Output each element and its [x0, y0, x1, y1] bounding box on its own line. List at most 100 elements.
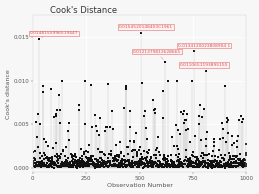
- Point: [125, 145, 129, 148]
- Point: [145, 137, 149, 140]
- Point: [54, 165, 59, 168]
- Point: [61, 164, 65, 167]
- Point: [217, 164, 221, 167]
- Point: [214, 163, 218, 166]
- Point: [97, 134, 101, 137]
- Point: [38, 156, 42, 159]
- Point: [185, 160, 190, 163]
- Point: [196, 157, 200, 160]
- Point: [170, 162, 174, 165]
- Point: [152, 161, 156, 164]
- Point: [105, 161, 110, 164]
- Point: [56, 165, 60, 168]
- Point: [48, 164, 53, 167]
- Point: [156, 135, 160, 138]
- Point: [116, 158, 120, 161]
- Point: [221, 136, 225, 139]
- Point: [94, 165, 98, 168]
- Point: [158, 160, 162, 163]
- Point: [77, 109, 81, 112]
- Point: [97, 165, 101, 168]
- Point: [171, 162, 175, 165]
- Point: [85, 160, 89, 163]
- Point: [200, 160, 204, 163]
- Point: [218, 160, 222, 163]
- Point: [105, 125, 109, 128]
- Point: [169, 163, 174, 166]
- Point: [136, 164, 141, 167]
- Point: [95, 165, 99, 169]
- Point: [89, 162, 93, 165]
- Point: [129, 161, 133, 164]
- Point: [198, 161, 202, 164]
- Point: [139, 157, 143, 160]
- Point: [224, 141, 228, 144]
- Point: [109, 163, 113, 166]
- Point: [150, 159, 154, 162]
- Point: [39, 165, 43, 168]
- Point: [244, 151, 248, 154]
- Point: [167, 165, 171, 168]
- Point: [163, 159, 167, 162]
- Point: [33, 158, 37, 161]
- Point: [217, 163, 221, 166]
- Point: [58, 156, 62, 159]
- Point: [168, 163, 172, 166]
- Point: [192, 165, 196, 168]
- Point: [199, 161, 203, 164]
- Point: [243, 164, 247, 167]
- Point: [237, 159, 241, 162]
- Point: [202, 107, 206, 111]
- Point: [174, 153, 178, 156]
- Point: [167, 163, 171, 166]
- Point: [54, 114, 58, 117]
- Point: [56, 154, 60, 157]
- Point: [185, 112, 189, 115]
- Point: [163, 164, 167, 167]
- Point: [62, 164, 67, 167]
- Point: [161, 163, 165, 166]
- Point: [133, 164, 137, 167]
- Point: [89, 156, 93, 159]
- Point: [82, 123, 87, 126]
- Point: [212, 165, 217, 168]
- Point: [169, 159, 173, 162]
- Point: [68, 163, 72, 166]
- Point: [147, 162, 151, 165]
- Point: [215, 163, 219, 166]
- Point: [207, 164, 212, 167]
- Point: [198, 103, 202, 106]
- Point: [47, 165, 51, 168]
- Point: [127, 164, 132, 167]
- Point: [43, 164, 47, 167]
- Point: [144, 158, 148, 161]
- Point: [81, 165, 85, 169]
- Point: [150, 160, 155, 163]
- Point: [85, 151, 90, 154]
- Point: [214, 165, 219, 168]
- Point: [242, 158, 247, 162]
- Point: [108, 159, 112, 163]
- Point: [199, 139, 203, 142]
- Point: [35, 165, 39, 168]
- Point: [188, 164, 192, 167]
- Point: [43, 165, 47, 168]
- Point: [120, 159, 125, 162]
- Point: [53, 154, 57, 157]
- Point: [189, 162, 193, 165]
- Point: [160, 164, 164, 167]
- Point: [184, 149, 188, 152]
- Point: [144, 126, 148, 129]
- Point: [59, 163, 63, 166]
- Point: [203, 159, 207, 162]
- Point: [163, 60, 168, 63]
- Point: [88, 158, 92, 161]
- Point: [99, 164, 103, 167]
- Point: [147, 148, 151, 151]
- Point: [80, 159, 84, 163]
- Point: [84, 164, 88, 167]
- Point: [121, 166, 126, 169]
- Point: [40, 163, 44, 166]
- Point: [79, 165, 83, 168]
- Point: [227, 165, 231, 168]
